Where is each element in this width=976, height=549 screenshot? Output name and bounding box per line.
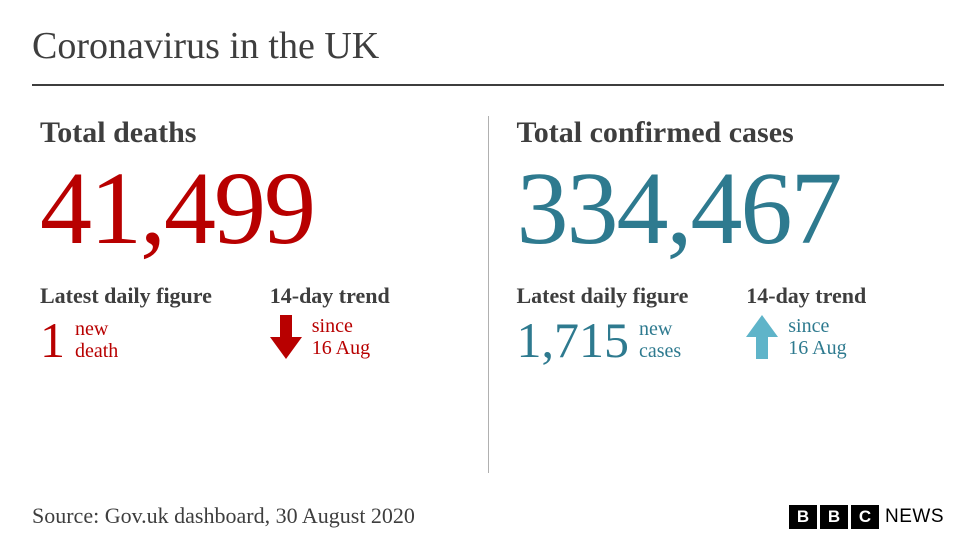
deaths-heading: Total deaths bbox=[40, 116, 460, 150]
cases-panel: Total confirmed cases 334,467 Latest dai… bbox=[489, 116, 945, 473]
logo-box-b1: B bbox=[789, 505, 817, 529]
cases-daily-value: 1,715 bbox=[517, 315, 630, 365]
logo-box-b2: B bbox=[820, 505, 848, 529]
arrow-up-icon bbox=[746, 315, 778, 359]
bbc-news-logo: B B C NEWS bbox=[789, 505, 944, 529]
page-title: Coronavirus in the UK bbox=[32, 24, 944, 86]
cases-daily-block: Latest daily figure 1,715 newcases bbox=[517, 283, 707, 365]
deaths-trend-value-row: since16 Aug bbox=[270, 315, 460, 359]
cases-trend-block: 14-day trend since16 Aug bbox=[746, 283, 936, 365]
deaths-trend-block: 14-day trend since16 Aug bbox=[270, 283, 460, 365]
logo-news-text: NEWS bbox=[885, 506, 944, 528]
cases-daily-value-row: 1,715 newcases bbox=[517, 315, 707, 365]
logo-box-c: C bbox=[851, 505, 879, 529]
deaths-daily-value: 1 bbox=[40, 315, 65, 365]
arrow-down-icon bbox=[270, 315, 302, 359]
deaths-daily-desc: newdeath bbox=[75, 318, 118, 362]
footer: Source: Gov.uk dashboard, 30 August 2020… bbox=[32, 483, 944, 529]
bbc-logo-boxes: B B C bbox=[789, 505, 879, 529]
infographic-container: Coronavirus in the UK Total deaths 41,49… bbox=[0, 0, 976, 549]
cases-heading: Total confirmed cases bbox=[517, 116, 937, 150]
cases-trend-label: 14-day trend bbox=[746, 283, 936, 309]
stat-panels: Total deaths 41,499 Latest daily figure … bbox=[32, 116, 944, 473]
deaths-daily-block: Latest daily figure 1 newdeath bbox=[40, 283, 230, 365]
deaths-trend-label: 14-day trend bbox=[270, 283, 460, 309]
deaths-panel: Total deaths 41,499 Latest daily figure … bbox=[32, 116, 489, 473]
cases-sub-row: Latest daily figure 1,715 newcases 14-da… bbox=[517, 283, 937, 365]
deaths-sub-row: Latest daily figure 1 newdeath 14-day tr… bbox=[40, 283, 460, 365]
cases-trend-desc: since16 Aug bbox=[788, 315, 846, 359]
cases-daily-label: Latest daily figure bbox=[517, 283, 707, 309]
cases-total: 334,467 bbox=[517, 154, 937, 263]
deaths-total: 41,499 bbox=[40, 154, 460, 263]
source-text: Source: Gov.uk dashboard, 30 August 2020 bbox=[32, 503, 415, 529]
deaths-trend-desc: since16 Aug bbox=[312, 315, 370, 359]
deaths-daily-value-row: 1 newdeath bbox=[40, 315, 230, 365]
cases-trend-value-row: since16 Aug bbox=[746, 315, 936, 359]
deaths-daily-label: Latest daily figure bbox=[40, 283, 230, 309]
cases-daily-desc: newcases bbox=[639, 318, 681, 362]
